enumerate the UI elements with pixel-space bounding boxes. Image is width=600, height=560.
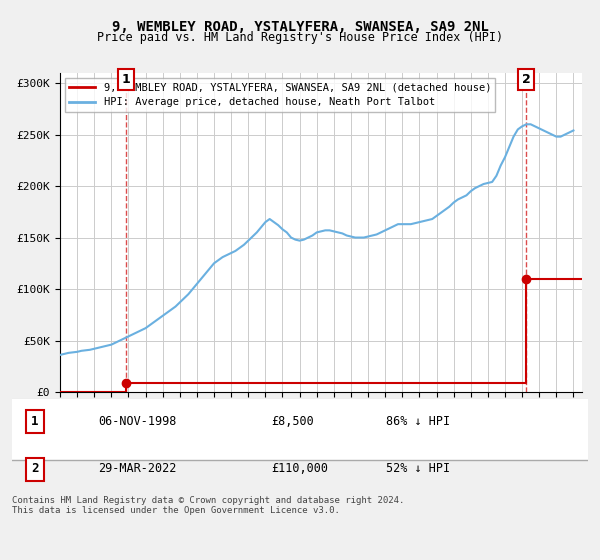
Text: 2: 2 [522, 73, 530, 86]
Text: £110,000: £110,000 [271, 463, 328, 475]
Text: 1: 1 [31, 415, 39, 428]
Text: 9, WEMBLEY ROAD, YSTALYFERA, SWANSEA, SA9 2NL: 9, WEMBLEY ROAD, YSTALYFERA, SWANSEA, SA… [112, 20, 488, 34]
Text: 06-NOV-1998: 06-NOV-1998 [98, 415, 177, 428]
Text: 52% ↓ HPI: 52% ↓ HPI [386, 463, 451, 475]
Text: Price paid vs. HM Land Registry's House Price Index (HPI): Price paid vs. HM Land Registry's House … [97, 31, 503, 44]
Text: 29-MAR-2022: 29-MAR-2022 [98, 463, 177, 475]
FancyBboxPatch shape [6, 396, 594, 460]
Text: 86% ↓ HPI: 86% ↓ HPI [386, 415, 451, 428]
Legend: 9, WEMBLEY ROAD, YSTALYFERA, SWANSEA, SA9 2NL (detached house), HPI: Average pri: 9, WEMBLEY ROAD, YSTALYFERA, SWANSEA, SA… [65, 78, 496, 111]
Text: 2: 2 [31, 463, 39, 475]
Text: £8,500: £8,500 [271, 415, 314, 428]
Text: Contains HM Land Registry data © Crown copyright and database right 2024.
This d: Contains HM Land Registry data © Crown c… [12, 496, 404, 515]
Text: 1: 1 [121, 73, 130, 86]
